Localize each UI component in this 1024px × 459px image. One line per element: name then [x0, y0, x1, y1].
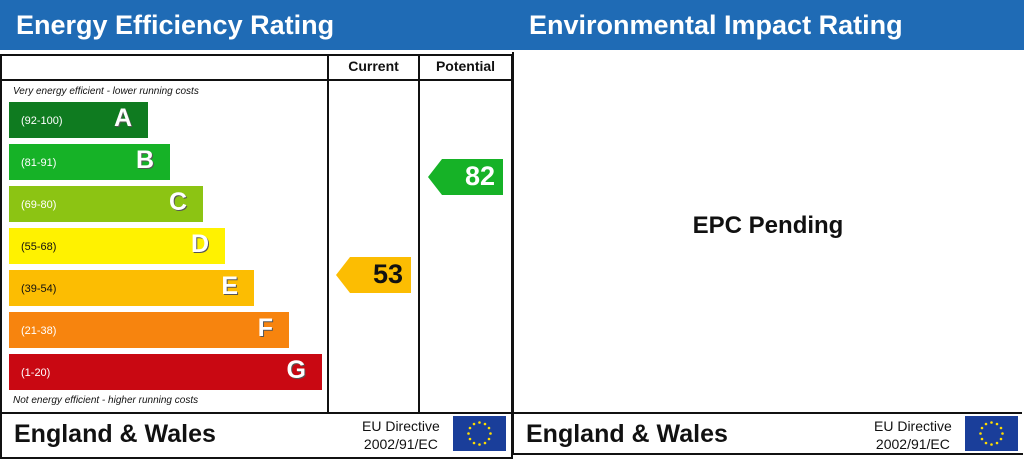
arrow-shape-icon: [336, 257, 411, 293]
band-letter: E: [221, 272, 238, 300]
environmental-title-bar: Environmental Impact Rating: [512, 0, 1024, 50]
eu-stars-icon: [467, 421, 492, 446]
band-letter: D: [190, 230, 209, 258]
directive-line2: 2002/91/EC: [363, 436, 438, 452]
band-g: (1-20) G: [9, 354, 322, 390]
potential-rating-arrow: 82: [428, 159, 503, 195]
energy-title-bar: Energy Efficiency Rating: [0, 0, 512, 50]
band-range: (92-100): [21, 115, 63, 127]
potential-column-divider: [418, 54, 420, 412]
note-top: Very energy efficient - lower running co…: [13, 86, 199, 97]
band-d: (55-68) D: [9, 228, 225, 264]
energy-efficiency-panel: Energy Efficiency Rating Current Potenti…: [0, 0, 513, 459]
directive-line1: EU Directive: [362, 418, 440, 434]
band-letter: B: [135, 146, 154, 174]
band-b: (81-91) B: [9, 144, 170, 180]
footer-region: England & Wales: [526, 420, 728, 448]
header-divider: [0, 79, 511, 81]
eu-flag-icon: [965, 416, 1018, 451]
potential-column-header: Potential: [435, 58, 496, 74]
band-range: (81-91): [21, 157, 57, 169]
footer-region: England & Wales: [14, 420, 216, 448]
current-column-header: Current: [348, 58, 399, 74]
band-f: (21-38) F: [9, 312, 289, 348]
energy-title: Energy Efficiency Rating: [16, 10, 335, 40]
environmental-title: Environmental Impact Rating: [529, 10, 903, 40]
footer-divider: [0, 412, 511, 414]
directive-line1: EU Directive: [874, 418, 952, 434]
band-letter: C: [168, 188, 187, 216]
environmental-impact-panel: Environmental Impact Rating EPC Pending …: [512, 0, 1024, 457]
band-range: (39-54): [21, 283, 57, 295]
footer-divider: [512, 412, 1022, 414]
environmental-frame: [512, 52, 1023, 455]
band-range: (21-38): [21, 325, 57, 337]
directive-line2: 2002/91/EC: [875, 436, 950, 452]
current-column-divider: [327, 54, 329, 412]
band-range: (69-80): [21, 199, 57, 211]
band-range: (55-68): [21, 241, 57, 253]
band-letter: G: [286, 356, 306, 384]
band-range: (1-20): [21, 367, 51, 379]
eu-stars-icon: [979, 421, 1004, 446]
potential-rating-value: 82: [464, 161, 495, 191]
band-letter: F: [257, 314, 273, 342]
band-letter: A: [113, 104, 132, 132]
band-e: (39-54) E: [9, 270, 254, 306]
band-c: (69-80) C: [9, 186, 203, 222]
eu-directive: EU Directive 2002/91/EC: [362, 417, 440, 453]
current-rating-value: 53: [372, 259, 403, 289]
current-rating-arrow: 53: [336, 257, 411, 293]
epc-pending-status: EPC Pending: [692, 212, 844, 239]
arrow-shape-icon: [428, 159, 503, 195]
eu-directive: EU Directive 2002/91/EC: [874, 417, 952, 453]
band-a: (92-100) A: [9, 102, 148, 138]
note-bottom: Not energy efficient - higher running co…: [13, 395, 199, 406]
eu-flag-icon: [453, 416, 506, 451]
